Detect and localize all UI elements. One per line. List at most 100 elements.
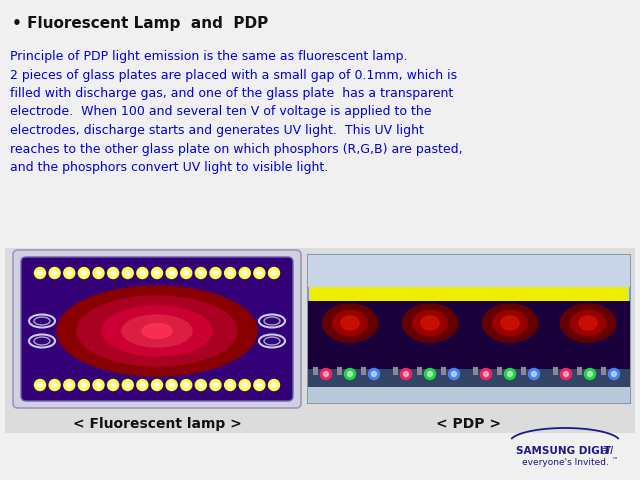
Circle shape — [93, 380, 104, 391]
Circle shape — [428, 372, 433, 376]
Circle shape — [321, 369, 332, 380]
Circle shape — [213, 383, 218, 387]
Circle shape — [184, 271, 189, 276]
Ellipse shape — [413, 311, 447, 336]
FancyBboxPatch shape — [21, 257, 293, 401]
Circle shape — [269, 380, 280, 391]
Text: • Fluorescent Lamp  and  PDP: • Fluorescent Lamp and PDP — [12, 16, 268, 31]
Bar — [601, 367, 606, 375]
Ellipse shape — [421, 316, 439, 330]
Circle shape — [371, 372, 376, 376]
Ellipse shape — [403, 304, 458, 342]
Circle shape — [504, 369, 515, 380]
Circle shape — [210, 267, 221, 278]
Circle shape — [52, 383, 57, 387]
Circle shape — [210, 380, 221, 391]
Circle shape — [166, 380, 177, 391]
Circle shape — [125, 383, 131, 387]
Circle shape — [225, 267, 236, 278]
Circle shape — [323, 372, 328, 376]
Circle shape — [531, 372, 536, 376]
Text: < PDP >: < PDP > — [436, 417, 502, 431]
Circle shape — [154, 383, 159, 387]
Circle shape — [344, 369, 355, 380]
Circle shape — [122, 380, 133, 391]
Bar — [308, 301, 630, 369]
Circle shape — [96, 383, 101, 387]
Bar — [308, 255, 630, 287]
Circle shape — [49, 380, 60, 391]
Circle shape — [198, 271, 204, 276]
Bar — [577, 367, 582, 375]
Circle shape — [35, 380, 45, 391]
Bar — [361, 367, 366, 375]
Circle shape — [125, 271, 131, 276]
Text: everyone's Invited.: everyone's Invited. — [522, 458, 609, 467]
Text: < Fluorescent lamp >: < Fluorescent lamp > — [72, 417, 241, 431]
Text: Principle of PDP light emission is the same as fluorescent lamp.
2 pieces of gla: Principle of PDP light emission is the s… — [10, 50, 463, 174]
Circle shape — [239, 380, 250, 391]
Circle shape — [35, 267, 45, 278]
Circle shape — [403, 372, 408, 376]
Circle shape — [169, 271, 174, 276]
Bar — [5, 248, 635, 433]
Bar — [308, 387, 630, 403]
Circle shape — [137, 267, 148, 278]
Circle shape — [152, 380, 163, 391]
Circle shape — [228, 271, 232, 276]
Bar — [417, 367, 422, 375]
Text: SAMSUNG DIGIT: SAMSUNG DIGIT — [516, 446, 611, 456]
Ellipse shape — [341, 316, 359, 330]
Circle shape — [38, 383, 42, 387]
Circle shape — [271, 383, 276, 387]
Circle shape — [401, 369, 412, 380]
Circle shape — [481, 369, 492, 380]
Circle shape — [140, 271, 145, 276]
Circle shape — [563, 372, 568, 376]
Bar — [441, 367, 446, 375]
Circle shape — [424, 369, 435, 380]
Ellipse shape — [102, 306, 212, 356]
Circle shape — [152, 267, 163, 278]
Circle shape — [67, 383, 72, 387]
Circle shape — [257, 383, 262, 387]
Ellipse shape — [483, 304, 538, 342]
Bar — [393, 367, 398, 375]
Bar — [313, 367, 318, 375]
Circle shape — [64, 380, 75, 391]
Bar — [308, 369, 630, 403]
Bar — [553, 367, 558, 375]
Ellipse shape — [561, 304, 616, 342]
Circle shape — [508, 372, 513, 376]
Circle shape — [38, 271, 42, 276]
Circle shape — [609, 369, 620, 380]
Text: ™: ™ — [611, 458, 617, 463]
Circle shape — [169, 383, 174, 387]
Ellipse shape — [333, 311, 367, 336]
FancyBboxPatch shape — [13, 250, 301, 408]
Circle shape — [529, 369, 540, 380]
Circle shape — [449, 369, 460, 380]
Circle shape — [269, 267, 280, 278]
Circle shape — [81, 383, 86, 387]
Circle shape — [108, 380, 118, 391]
Circle shape — [184, 383, 189, 387]
Circle shape — [111, 271, 116, 276]
Circle shape — [140, 383, 145, 387]
Ellipse shape — [501, 316, 519, 330]
Ellipse shape — [142, 324, 172, 338]
Bar — [497, 367, 502, 375]
Circle shape — [243, 383, 247, 387]
Circle shape — [611, 372, 616, 376]
Bar — [310, 287, 628, 301]
Circle shape — [225, 380, 236, 391]
Bar — [473, 367, 478, 375]
Circle shape — [122, 267, 133, 278]
Circle shape — [348, 372, 353, 376]
Circle shape — [195, 267, 206, 278]
Circle shape — [369, 369, 380, 380]
Circle shape — [166, 267, 177, 278]
Text: all: all — [601, 446, 614, 456]
Bar — [521, 367, 526, 375]
Circle shape — [254, 380, 265, 391]
